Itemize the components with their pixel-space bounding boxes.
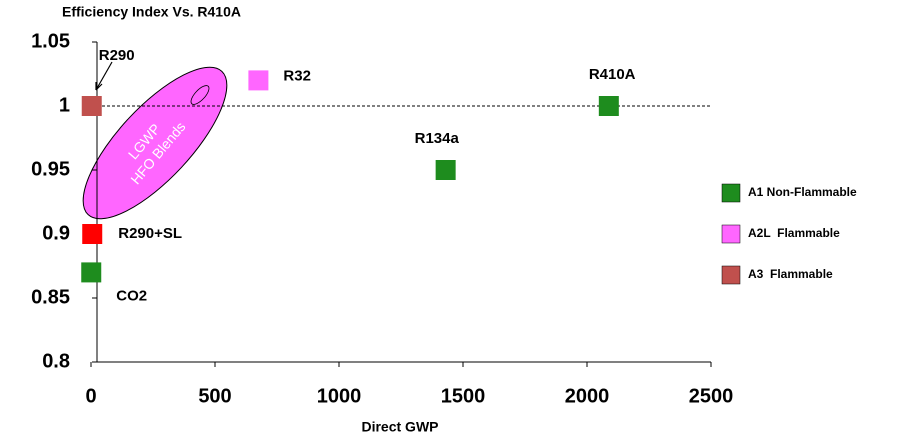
marker <box>436 160 456 180</box>
point-label: R134a <box>415 130 460 147</box>
legend-label: A2L Flammable <box>748 226 840 240</box>
point-label: CO2 <box>116 287 147 304</box>
chart-title: Efficiency Index Vs. R410A <box>62 4 241 20</box>
chart: Efficiency Index Vs. R410A Direct GWP 0.… <box>0 0 917 441</box>
x-tick-label: 500 <box>198 385 231 407</box>
x-tick-label: 0 <box>85 385 96 407</box>
point-label: R290+SL <box>118 225 182 242</box>
y-tick-label: 0.95 <box>31 158 70 180</box>
x-tick-label: 2000 <box>565 385 610 407</box>
legend-label: A1 Non-Flammable <box>748 185 857 199</box>
y-tick-label: 0.85 <box>31 286 70 308</box>
marker <box>81 262 101 282</box>
x-tick-label: 2500 <box>689 385 734 407</box>
y-tick-label: 0.9 <box>42 222 70 244</box>
legend-swatch <box>722 266 740 284</box>
y-tick-label: 0.8 <box>42 350 70 372</box>
x-axis-title: Direct GWP <box>361 419 438 435</box>
marker <box>248 70 268 90</box>
arrow <box>96 62 112 90</box>
y-tick-label: 1 <box>59 94 70 116</box>
legend-label: A3 Flammable <box>748 267 833 281</box>
marker <box>82 224 102 244</box>
y-tick-label: 1.05 <box>31 30 70 52</box>
point-label: R410A <box>589 66 636 83</box>
x-tick-label: 1500 <box>441 385 486 407</box>
x-tick-label: 1000 <box>317 385 362 407</box>
legend-swatch <box>722 184 740 202</box>
marker <box>599 96 619 116</box>
legend-swatch <box>722 225 740 243</box>
point-label: R32 <box>283 67 311 84</box>
marker <box>82 96 102 116</box>
point-label: R290 <box>99 47 135 64</box>
